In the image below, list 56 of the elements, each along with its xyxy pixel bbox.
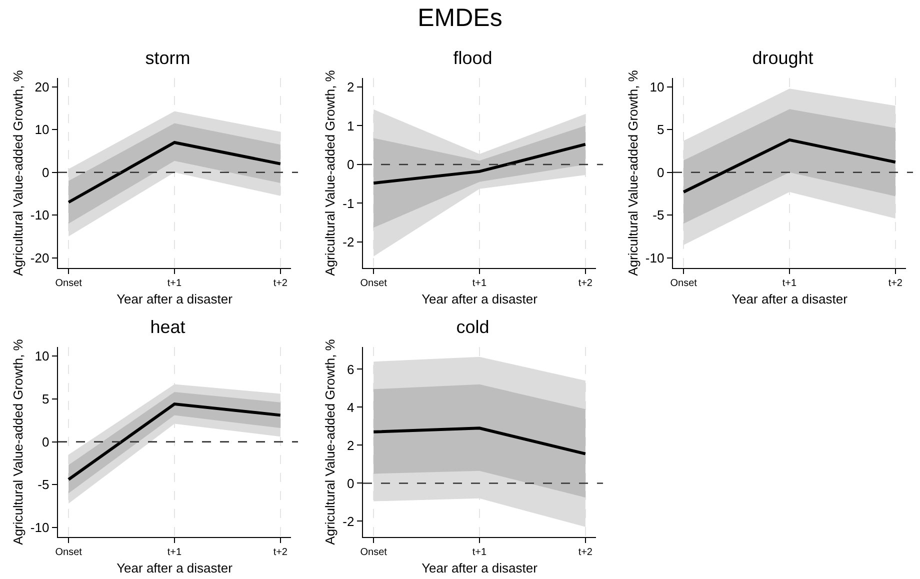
- chart-title: flood: [453, 48, 492, 68]
- x-axis-title: Year after a disaster: [422, 560, 538, 576]
- y-tick-label: 0: [656, 164, 664, 180]
- y-tick-label: 0: [346, 157, 354, 172]
- y-tick-label: -5: [38, 477, 50, 492]
- x-tick-label: t+2: [578, 278, 593, 290]
- x-tick-label: Onset: [55, 278, 82, 290]
- y-tick-label: 10: [34, 348, 50, 364]
- x-tick-label: t+2: [888, 278, 903, 290]
- chart-title: cold: [456, 317, 490, 338]
- y-tick-label: -5: [652, 208, 664, 223]
- y-tick-label: 2: [346, 438, 354, 453]
- x-axis-title: Year after a disaster: [732, 292, 848, 307]
- y-tick-label: -10: [30, 208, 50, 223]
- y-tick-label: 5: [42, 391, 50, 406]
- x-tick-label: Onset: [360, 547, 388, 558]
- x-tick-label: t+1: [167, 547, 182, 558]
- y-tick-label: -10: [645, 250, 664, 266]
- y-tick-label: 10: [650, 80, 664, 95]
- x-axis-title: Year after a disaster: [116, 560, 234, 576]
- y-tick-label: 5: [656, 122, 664, 138]
- chart-title: storm: [145, 48, 190, 68]
- y-axis-title: Agricultural Value-added Growth, %: [10, 70, 26, 276]
- y-axis-title: Agricultural Value-added Growth, %: [10, 338, 26, 545]
- y-tick-label: 20: [34, 80, 50, 95]
- y-tick-label: 10: [34, 122, 50, 138]
- x-tick-label: Onset: [360, 278, 388, 290]
- x-tick-label: t+1: [472, 278, 488, 290]
- x-tick-label: t+1: [167, 278, 182, 290]
- y-tick-label: 0: [42, 164, 50, 180]
- x-tick-label: t+2: [273, 278, 288, 290]
- y-axis-title: Agricultural Value-added Growth, %: [322, 70, 338, 276]
- y-tick-label: 1: [346, 118, 354, 134]
- y-tick-label: -2: [342, 514, 354, 529]
- x-tick-label: t+2: [273, 547, 288, 558]
- y-tick-label: -10: [30, 520, 50, 536]
- y-tick-label: 2: [346, 79, 354, 94]
- x-axis-title: Year after a disaster: [422, 292, 538, 307]
- x-tick-label: t+1: [472, 547, 488, 558]
- y-tick-label: -20: [30, 250, 50, 266]
- chart-title: heat: [150, 317, 186, 338]
- chart-title: drought: [752, 48, 814, 68]
- y-tick-label: 4: [346, 400, 354, 415]
- x-axis-title: Year after a disaster: [116, 292, 234, 307]
- y-tick-label: -1: [342, 196, 354, 211]
- y-tick-label: 0: [42, 434, 50, 450]
- x-tick-label: Onset: [55, 547, 82, 558]
- y-tick-label: 6: [346, 362, 354, 377]
- x-tick-label: Onset: [670, 278, 698, 290]
- y-tick-label: 0: [346, 476, 354, 491]
- y-axis-title: Agricultural Value-added Growth, %: [625, 70, 640, 276]
- x-tick-label: t+2: [578, 547, 593, 558]
- x-tick-label: t+1: [782, 278, 798, 290]
- y-axis-title: Agricultural Value-added Growth, %: [322, 338, 338, 545]
- y-tick-label: -2: [342, 234, 354, 250]
- text: EMDEs: [416, 4, 504, 33]
